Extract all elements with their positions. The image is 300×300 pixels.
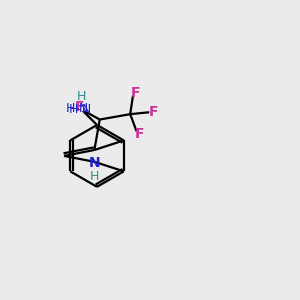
Text: F: F bbox=[149, 105, 158, 119]
Text: H: H bbox=[90, 170, 99, 183]
Text: F: F bbox=[131, 86, 141, 100]
Text: H-N: H-N bbox=[69, 103, 92, 116]
Text: H: H bbox=[77, 90, 87, 104]
Text: H-N: H-N bbox=[66, 102, 89, 115]
Text: F: F bbox=[75, 100, 84, 114]
Text: N: N bbox=[88, 156, 100, 170]
Text: F: F bbox=[135, 127, 144, 141]
